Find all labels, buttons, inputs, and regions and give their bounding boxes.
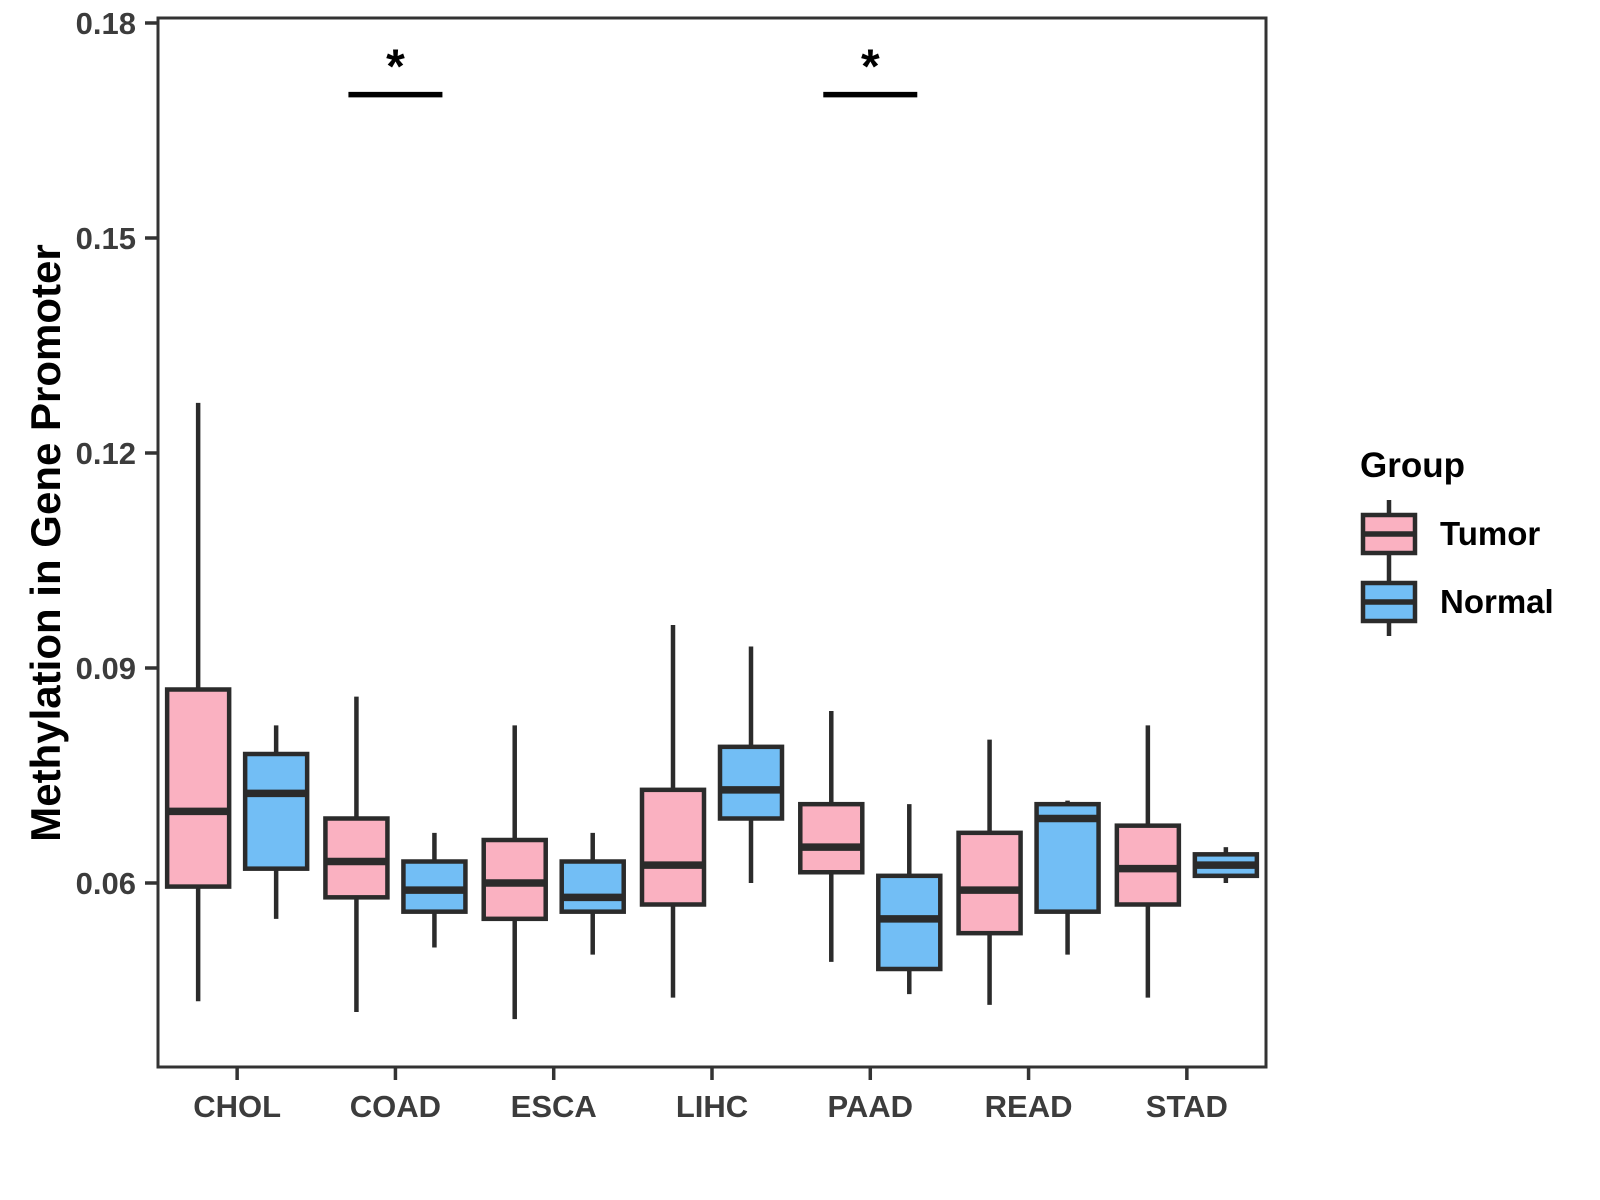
box-normal-chol xyxy=(242,751,310,871)
significance-star-coad: * xyxy=(386,41,405,94)
y-axis-title: Methylation in Gene Promoter xyxy=(22,244,69,842)
y-tick-label: 0.12 xyxy=(76,436,136,471)
x-tick-label-read: READ xyxy=(985,1089,1073,1124)
x-tick-label-coad: COAD xyxy=(350,1089,441,1124)
x-tick-label-stad: STAD xyxy=(1146,1089,1228,1124)
legend-item-tumor: Tumor xyxy=(1360,500,1554,568)
box-tumor-paad xyxy=(798,801,865,875)
box-tumor-read xyxy=(956,830,1023,936)
box-tumor-lihc xyxy=(639,787,707,907)
box-tumor-chol xyxy=(164,687,232,889)
legend-key-boxplot-icon xyxy=(1360,500,1418,568)
x-tick-label-chol: CHOL xyxy=(193,1089,281,1124)
x-tick-label-paad: PAAD xyxy=(828,1089,914,1124)
x-tick-label-esca: ESCA xyxy=(511,1089,597,1124)
x-tick-label-lihc: LIHC xyxy=(676,1089,748,1124)
legend-title: Group xyxy=(1360,446,1465,485)
box-normal-lihc xyxy=(717,744,785,821)
legend-key-boxplot-icon xyxy=(1360,568,1418,636)
y-tick-label: 0.15 xyxy=(76,221,136,256)
legend-items: Tumor Normal xyxy=(1360,500,1554,636)
y-tick-label: 0.18 xyxy=(76,6,136,41)
box-normal-esca xyxy=(559,859,626,914)
y-tick-label: 0.06 xyxy=(76,866,136,901)
legend-item-normal: Normal xyxy=(1360,568,1554,636)
significance-star-paad: * xyxy=(861,41,880,94)
y-tick-label: 0.09 xyxy=(76,651,136,686)
legend: Group Tumor Normal xyxy=(1360,446,1554,636)
legend-label-normal: Normal xyxy=(1440,583,1554,620)
legend-label-tumor: Tumor xyxy=(1440,515,1541,552)
